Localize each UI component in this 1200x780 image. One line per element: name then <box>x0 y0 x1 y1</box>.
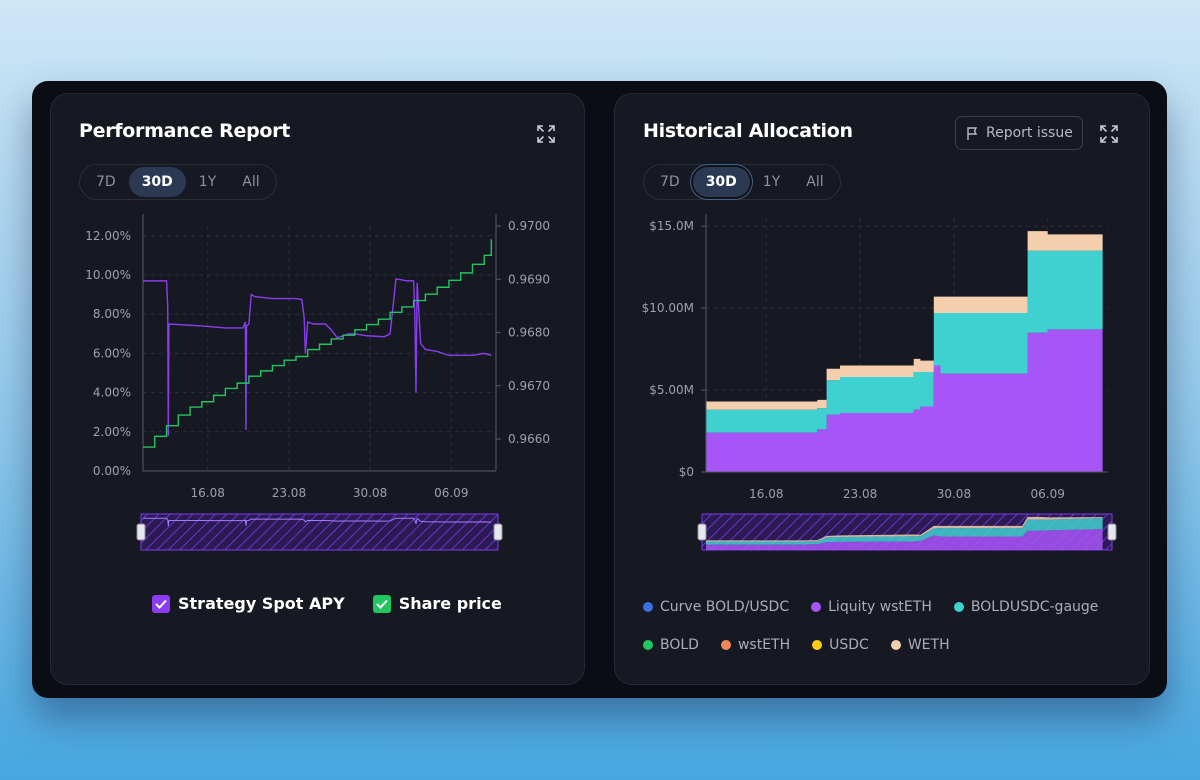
navigator-area <box>706 529 1103 550</box>
y-right-tick-label: 0.9700 <box>508 219 550 233</box>
allocation-card: Historical Allocation Report issue 7D 30… <box>614 93 1150 685</box>
navigator-series-line <box>143 517 492 527</box>
legend-strategy-apy[interactable]: Strategy Spot APY <box>152 594 345 613</box>
range-navigator-hatch <box>141 514 498 550</box>
app-frame: Performance Report 7D 30D 1Y All 12.00% 1… <box>32 81 1167 698</box>
allocation-legend-row-2: BOLD wstETH USDC WETH <box>643 637 950 653</box>
x-tick-label: 06.09 <box>434 486 468 500</box>
y-left-tick-label: 8.00% <box>93 307 131 321</box>
y-tick-label: $10.00M <box>642 301 694 315</box>
legend-dot <box>643 640 653 650</box>
legend-liquity-wsteth[interactable]: Liquity wstETH <box>811 599 932 615</box>
legend-weth[interactable]: WETH <box>890 637 950 653</box>
y-right-tick-label: 0.9670 <box>508 379 550 393</box>
legend-curve-bold-usdc[interactable]: Curve BOLD/USDC <box>643 599 789 615</box>
allocation-legend-row-1: Curve BOLD/USDC Liquity wstETH BOLDUSDC-… <box>643 599 1098 615</box>
area-boldusdc-gauge <box>706 239 1103 433</box>
x-tick-label: 16.08 <box>191 486 225 500</box>
tab-30d[interactable]: 30D <box>128 167 186 197</box>
y-right-tick-label: 0.9690 <box>508 272 550 286</box>
y-tick-label: $5.00M <box>649 383 694 397</box>
range-handle <box>697 523 707 541</box>
performance-chart: 12.00% 10.00% 8.00% 6.00% 4.00% 2.00% 0.00% 0.9… <box>85 214 550 551</box>
performance-title: Performance Report <box>79 120 291 142</box>
legend-dot <box>812 640 823 650</box>
legend-label: BOLD <box>660 637 699 653</box>
x-tick-label: 23.08 <box>272 486 306 500</box>
legend-dot <box>890 640 901 650</box>
y-left-tick-label: 10.00% <box>85 268 131 282</box>
legend-wsteth[interactable]: wstETH <box>720 637 791 653</box>
range-handle <box>493 523 503 541</box>
flag-icon <box>967 126 978 140</box>
x-tick-label: 16.08 <box>749 487 783 501</box>
performance-range-tabs: 7D 30D 1Y All <box>79 164 277 200</box>
legend-dot <box>811 602 822 612</box>
legend-label: Liquity wstETH <box>828 599 932 615</box>
tab-1y[interactable]: 1Y <box>198 174 217 190</box>
share-price-series-line <box>143 239 492 448</box>
legend-usdc[interactable]: USDC <box>812 637 869 653</box>
tab-all[interactable]: All <box>242 174 260 190</box>
y-left-tick-label: 12.00% <box>85 229 131 243</box>
legend-label: WETH <box>907 637 950 653</box>
performance-legend: Strategy Spot APY Share price <box>152 594 502 613</box>
legend-label: Share price <box>398 594 502 613</box>
legend-boldusdc-gauge[interactable]: BOLDUSDC-gauge <box>953 599 1099 615</box>
y-left-tick-label: 6.00% <box>93 346 131 360</box>
legend-dot <box>953 602 964 612</box>
checkbox-checked-icon <box>372 594 391 613</box>
range-handle <box>136 523 146 541</box>
legend-label: USDC <box>829 637 869 653</box>
tab-30d[interactable]: 30D <box>692 167 750 197</box>
legend-label: Strategy Spot APY <box>178 594 345 613</box>
area-liquity-wsteth <box>706 319 1103 472</box>
legend-dot <box>720 640 731 650</box>
legend-label: BOLDUSDC-gauge <box>970 599 1099 615</box>
y-tick-label: $0 <box>679 465 694 479</box>
allocation-title: Historical Allocation <box>643 120 853 142</box>
report-issue-button[interactable]: Report issue <box>955 116 1083 150</box>
legend-label: Curve BOLD/USDC <box>660 599 790 615</box>
allocation-range-tabs: 7D 30D 1Y All <box>643 164 841 200</box>
expand-icon[interactable] <box>536 124 556 144</box>
area-weth <box>706 231 1103 410</box>
x-tick-label: 23.08 <box>843 487 877 501</box>
tab-all[interactable]: All <box>806 174 824 190</box>
navigator-area <box>706 518 1103 545</box>
tab-7d[interactable]: 7D <box>96 174 116 190</box>
y-tick-label: $15.0M <box>649 219 694 233</box>
legend-share-price[interactable]: Share price <box>372 594 502 613</box>
legend-bold[interactable]: BOLD <box>643 637 699 653</box>
y-right-tick-label: 0.9660 <box>508 432 550 446</box>
legend-label: wstETH <box>737 637 791 653</box>
x-tick-label: 30.08 <box>353 486 387 500</box>
legend-dot <box>643 602 653 612</box>
report-issue-label: Report issue <box>986 125 1073 141</box>
allocation-chart: $15.0M $10.00M $5.00M $0 16.08 23.08 30.08 06.0… <box>642 214 1117 551</box>
checkbox-checked-icon <box>152 594 170 613</box>
apy-series-line <box>143 278 492 436</box>
y-left-tick-label: 4.00% <box>93 386 131 400</box>
y-left-tick-label: 0.00% <box>93 464 131 478</box>
y-right-tick-label: 0.9680 <box>508 326 550 340</box>
x-tick-label: 06.09 <box>1031 487 1065 501</box>
tab-7d[interactable]: 7D <box>660 174 680 190</box>
tab-1y[interactable]: 1Y <box>762 174 781 190</box>
range-handle <box>1107 523 1117 541</box>
expand-icon[interactable] <box>1099 124 1119 144</box>
x-tick-label: 30.08 <box>937 487 971 501</box>
performance-card: Performance Report 7D 30D 1Y All 12.00% 1… <box>50 93 585 685</box>
y-left-tick-label: 2.00% <box>93 425 131 439</box>
